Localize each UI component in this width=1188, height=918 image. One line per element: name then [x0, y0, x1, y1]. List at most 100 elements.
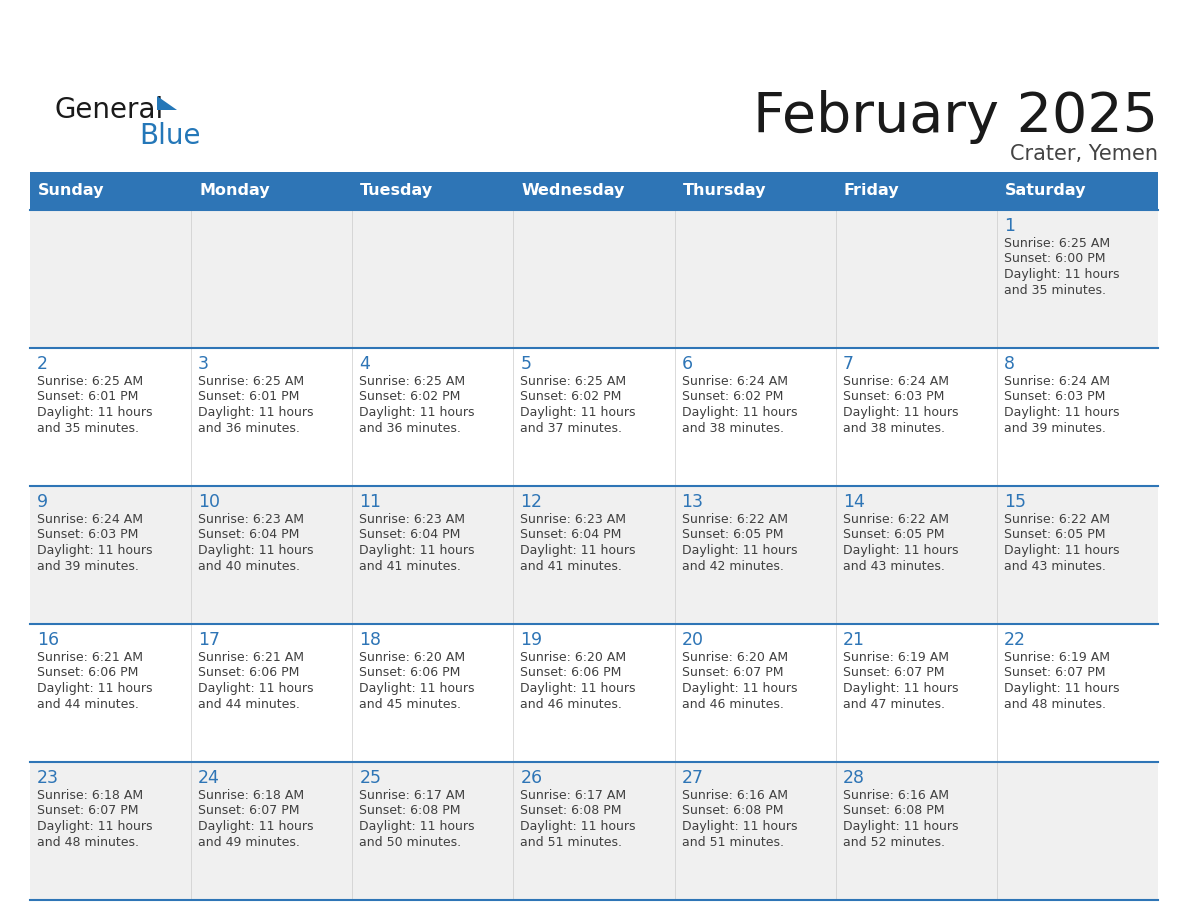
Text: Sunrise: 6:20 AM: Sunrise: 6:20 AM [682, 651, 788, 664]
Text: Daylight: 11 hours: Daylight: 11 hours [37, 544, 152, 557]
Text: Crater, Yemen: Crater, Yemen [1010, 144, 1158, 164]
Text: and 38 minutes.: and 38 minutes. [842, 421, 944, 434]
Text: Sunrise: 6:16 AM: Sunrise: 6:16 AM [842, 789, 949, 802]
Text: Daylight: 11 hours: Daylight: 11 hours [520, 544, 636, 557]
Text: Daylight: 11 hours: Daylight: 11 hours [520, 406, 636, 419]
Text: Sunset: 6:03 PM: Sunset: 6:03 PM [37, 529, 138, 542]
Text: Daylight: 11 hours: Daylight: 11 hours [37, 682, 152, 695]
Text: and 40 minutes.: and 40 minutes. [198, 559, 301, 573]
Text: Daylight: 11 hours: Daylight: 11 hours [842, 682, 959, 695]
Text: and 43 minutes.: and 43 minutes. [1004, 559, 1106, 573]
Text: 22: 22 [1004, 631, 1026, 649]
Text: Daylight: 11 hours: Daylight: 11 hours [682, 544, 797, 557]
Text: Wednesday: Wednesday [522, 184, 625, 198]
Text: and 37 minutes.: and 37 minutes. [520, 421, 623, 434]
Text: 28: 28 [842, 769, 865, 787]
Text: and 36 minutes.: and 36 minutes. [359, 421, 461, 434]
Text: 21: 21 [842, 631, 865, 649]
Text: General: General [55, 96, 164, 124]
Text: Sunset: 6:05 PM: Sunset: 6:05 PM [682, 529, 783, 542]
Text: Sunrise: 6:25 AM: Sunrise: 6:25 AM [37, 375, 143, 388]
Text: Daylight: 11 hours: Daylight: 11 hours [1004, 268, 1119, 281]
Text: Sunrise: 6:21 AM: Sunrise: 6:21 AM [198, 651, 304, 664]
Text: and 35 minutes.: and 35 minutes. [1004, 284, 1106, 297]
Text: Sunrise: 6:22 AM: Sunrise: 6:22 AM [1004, 513, 1110, 526]
Text: Sunrise: 6:24 AM: Sunrise: 6:24 AM [842, 375, 949, 388]
Text: 17: 17 [198, 631, 220, 649]
Text: Tuesday: Tuesday [360, 184, 434, 198]
Text: Daylight: 11 hours: Daylight: 11 hours [842, 820, 959, 833]
Text: Sunset: 6:07 PM: Sunset: 6:07 PM [842, 666, 944, 679]
Text: 25: 25 [359, 769, 381, 787]
Text: Sunset: 6:04 PM: Sunset: 6:04 PM [198, 529, 299, 542]
Text: Daylight: 11 hours: Daylight: 11 hours [198, 406, 314, 419]
Text: Sunrise: 6:25 AM: Sunrise: 6:25 AM [359, 375, 466, 388]
Text: Sunrise: 6:18 AM: Sunrise: 6:18 AM [198, 789, 304, 802]
Text: and 51 minutes.: and 51 minutes. [520, 835, 623, 848]
Text: Sunrise: 6:25 AM: Sunrise: 6:25 AM [520, 375, 626, 388]
Text: Daylight: 11 hours: Daylight: 11 hours [198, 544, 314, 557]
Text: and 41 minutes.: and 41 minutes. [520, 559, 623, 573]
Text: and 41 minutes.: and 41 minutes. [359, 559, 461, 573]
Text: Daylight: 11 hours: Daylight: 11 hours [682, 682, 797, 695]
Text: Sunrise: 6:19 AM: Sunrise: 6:19 AM [1004, 651, 1110, 664]
Text: 5: 5 [520, 355, 531, 373]
Text: Sunset: 6:06 PM: Sunset: 6:06 PM [520, 666, 621, 679]
Text: Daylight: 11 hours: Daylight: 11 hours [37, 820, 152, 833]
Text: Daylight: 11 hours: Daylight: 11 hours [359, 544, 475, 557]
Text: 18: 18 [359, 631, 381, 649]
Text: and 47 minutes.: and 47 minutes. [842, 698, 944, 711]
Text: Sunset: 6:02 PM: Sunset: 6:02 PM [682, 390, 783, 404]
Text: Sunset: 6:01 PM: Sunset: 6:01 PM [37, 390, 138, 404]
Text: 15: 15 [1004, 493, 1026, 511]
Text: Sunrise: 6:22 AM: Sunrise: 6:22 AM [682, 513, 788, 526]
Text: Sunset: 6:04 PM: Sunset: 6:04 PM [359, 529, 461, 542]
Text: Sunset: 6:02 PM: Sunset: 6:02 PM [520, 390, 621, 404]
Text: 11: 11 [359, 493, 381, 511]
Text: Friday: Friday [843, 184, 899, 198]
Text: Sunset: 6:08 PM: Sunset: 6:08 PM [520, 804, 623, 818]
Text: 27: 27 [682, 769, 703, 787]
Text: and 43 minutes.: and 43 minutes. [842, 559, 944, 573]
Text: and 49 minutes.: and 49 minutes. [198, 835, 301, 848]
Bar [30, 348, 1158, 486]
Text: Sunrise: 6:23 AM: Sunrise: 6:23 AM [359, 513, 466, 526]
Text: and 36 minutes.: and 36 minutes. [198, 421, 301, 434]
Text: Sunrise: 6:25 AM: Sunrise: 6:25 AM [1004, 237, 1110, 250]
Text: Sunset: 6:03 PM: Sunset: 6:03 PM [842, 390, 944, 404]
Text: and 51 minutes.: and 51 minutes. [682, 835, 784, 848]
Text: 10: 10 [198, 493, 220, 511]
Text: 2: 2 [37, 355, 48, 373]
Text: 13: 13 [682, 493, 703, 511]
Text: 3: 3 [198, 355, 209, 373]
Text: 6: 6 [682, 355, 693, 373]
Text: Daylight: 11 hours: Daylight: 11 hours [198, 820, 314, 833]
Text: and 42 minutes.: and 42 minutes. [682, 559, 783, 573]
Text: and 44 minutes.: and 44 minutes. [37, 698, 139, 711]
Text: and 46 minutes.: and 46 minutes. [520, 698, 623, 711]
Text: February 2025: February 2025 [753, 90, 1158, 144]
Text: Sunrise: 6:23 AM: Sunrise: 6:23 AM [198, 513, 304, 526]
Text: and 46 minutes.: and 46 minutes. [682, 698, 783, 711]
Text: 19: 19 [520, 631, 543, 649]
Text: Sunrise: 6:25 AM: Sunrise: 6:25 AM [198, 375, 304, 388]
Text: and 45 minutes.: and 45 minutes. [359, 698, 461, 711]
Text: Thursday: Thursday [683, 184, 766, 198]
Text: 26: 26 [520, 769, 543, 787]
Text: Sunrise: 6:22 AM: Sunrise: 6:22 AM [842, 513, 949, 526]
Text: Daylight: 11 hours: Daylight: 11 hours [682, 820, 797, 833]
Text: Daylight: 11 hours: Daylight: 11 hours [198, 682, 314, 695]
Text: and 39 minutes.: and 39 minutes. [1004, 421, 1106, 434]
Text: Daylight: 11 hours: Daylight: 11 hours [359, 682, 475, 695]
Text: Sunset: 6:07 PM: Sunset: 6:07 PM [198, 804, 299, 818]
Text: Daylight: 11 hours: Daylight: 11 hours [682, 406, 797, 419]
Text: Sunset: 6:06 PM: Sunset: 6:06 PM [359, 666, 461, 679]
Text: Sunset: 6:08 PM: Sunset: 6:08 PM [682, 804, 783, 818]
Text: Sunset: 6:01 PM: Sunset: 6:01 PM [198, 390, 299, 404]
Text: and 38 minutes.: and 38 minutes. [682, 421, 784, 434]
Text: Sunset: 6:07 PM: Sunset: 6:07 PM [682, 666, 783, 679]
Text: Daylight: 11 hours: Daylight: 11 hours [1004, 406, 1119, 419]
Text: and 48 minutes.: and 48 minutes. [1004, 698, 1106, 711]
Text: Sunset: 6:03 PM: Sunset: 6:03 PM [1004, 390, 1105, 404]
Text: and 39 minutes.: and 39 minutes. [37, 559, 139, 573]
